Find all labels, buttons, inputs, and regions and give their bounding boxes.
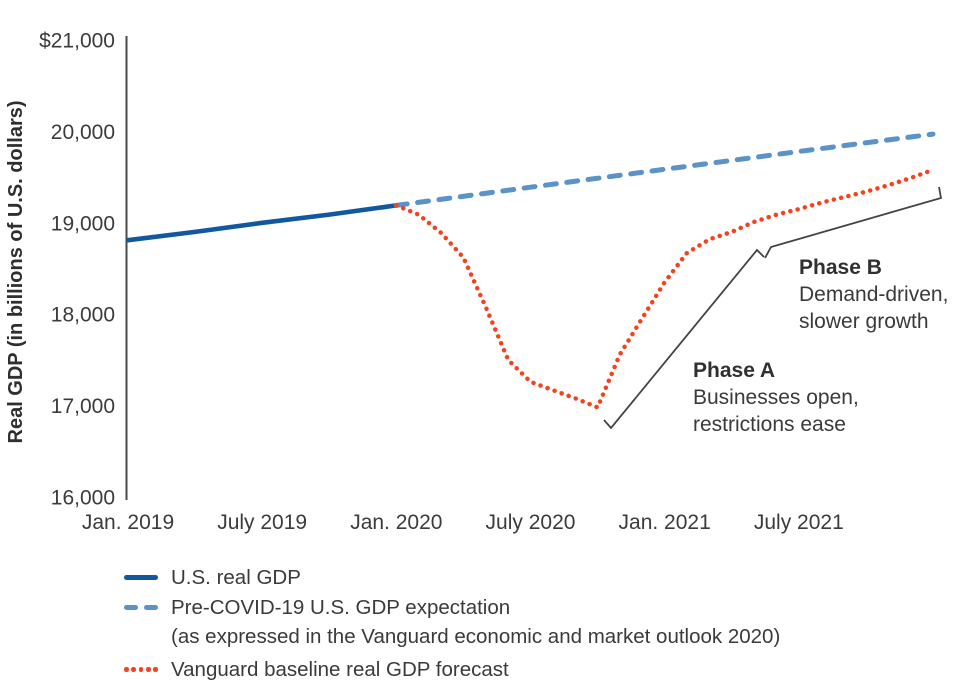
y-tick-label: 17,000 [51,395,115,418]
phase-b-text-line1: Demand-driven, [799,283,949,306]
x-tick-label: July 2019 [217,511,307,534]
y-tick-label: 20,000 [51,121,115,144]
dashed-line-swatch-icon [124,605,158,610]
legend-sublabel-expectation: (as expressed in the Vanguard economic a… [171,625,781,648]
x-tick-label: Jan. 2020 [350,511,442,534]
phase-a-text-line2: restrictions ease [693,413,846,436]
chart-series [125,131,936,410]
legend-item-expectation: Pre-COVID-19 U.S. GDP expectation [124,594,780,621]
phase-b-annotation: Phase B Demand-driven, slower growth [799,254,948,335]
x-tick-label: July 2021 [754,511,844,534]
y-axis-tick-labels: $21,000 20,000 19,000 18,000 17,000 16,000 [39,30,115,510]
y-axis-title: Real GDP (in billions of U.S. dollars) [5,100,27,443]
series-line-dotted [394,167,936,410]
phase-b-bracket-line [764,186,943,259]
x-tick-label: July 2020 [486,511,576,534]
y-tick-label: 19,000 [51,212,115,235]
legend-label-forecast: Vanguard baseline real GDP forecast [171,657,509,681]
x-tick-label: Jan. 2019 [82,511,174,534]
series-line-dashed [393,131,936,208]
series-line-solid [125,203,399,243]
legend-label-actual: U.S. real GDP [171,565,301,589]
y-tick-label: 18,000 [51,304,115,327]
phase-a-annotation: Phase A Businesses open, restrictions ea… [693,357,859,438]
legend-item-actual: U.S. real GDP [124,564,780,591]
phase-a-text-line1: Businesses open, [693,386,859,409]
legend-label-expectation: Pre-COVID-19 U.S. GDP expectation [171,595,511,619]
solid-line-swatch-icon [124,575,158,580]
phase-b-text-line2: slower growth [799,310,929,333]
phase-a-bracket-line [603,248,765,430]
legend-item-forecast: Vanguard baseline real GDP forecast [124,656,780,683]
y-tick-label: 16,000 [51,487,115,510]
dotted-line-swatch-icon [124,667,158,672]
gdp-line-chart: Real GDP (in billions of U.S. dollars) $… [5,30,943,534]
x-tick-label: Jan. 2021 [619,511,711,534]
phase-a-title: Phase A [693,359,776,382]
chart-legend: U.S. real GDP Pre-COVID-19 U.S. GDP expe… [124,564,780,686]
y-tick-label: $21,000 [39,30,115,53]
phase-b-title: Phase B [799,256,882,279]
x-axis-tick-labels: Jan. 2019 July 2019 Jan. 2020 July 2020 Jan.… [82,511,844,534]
